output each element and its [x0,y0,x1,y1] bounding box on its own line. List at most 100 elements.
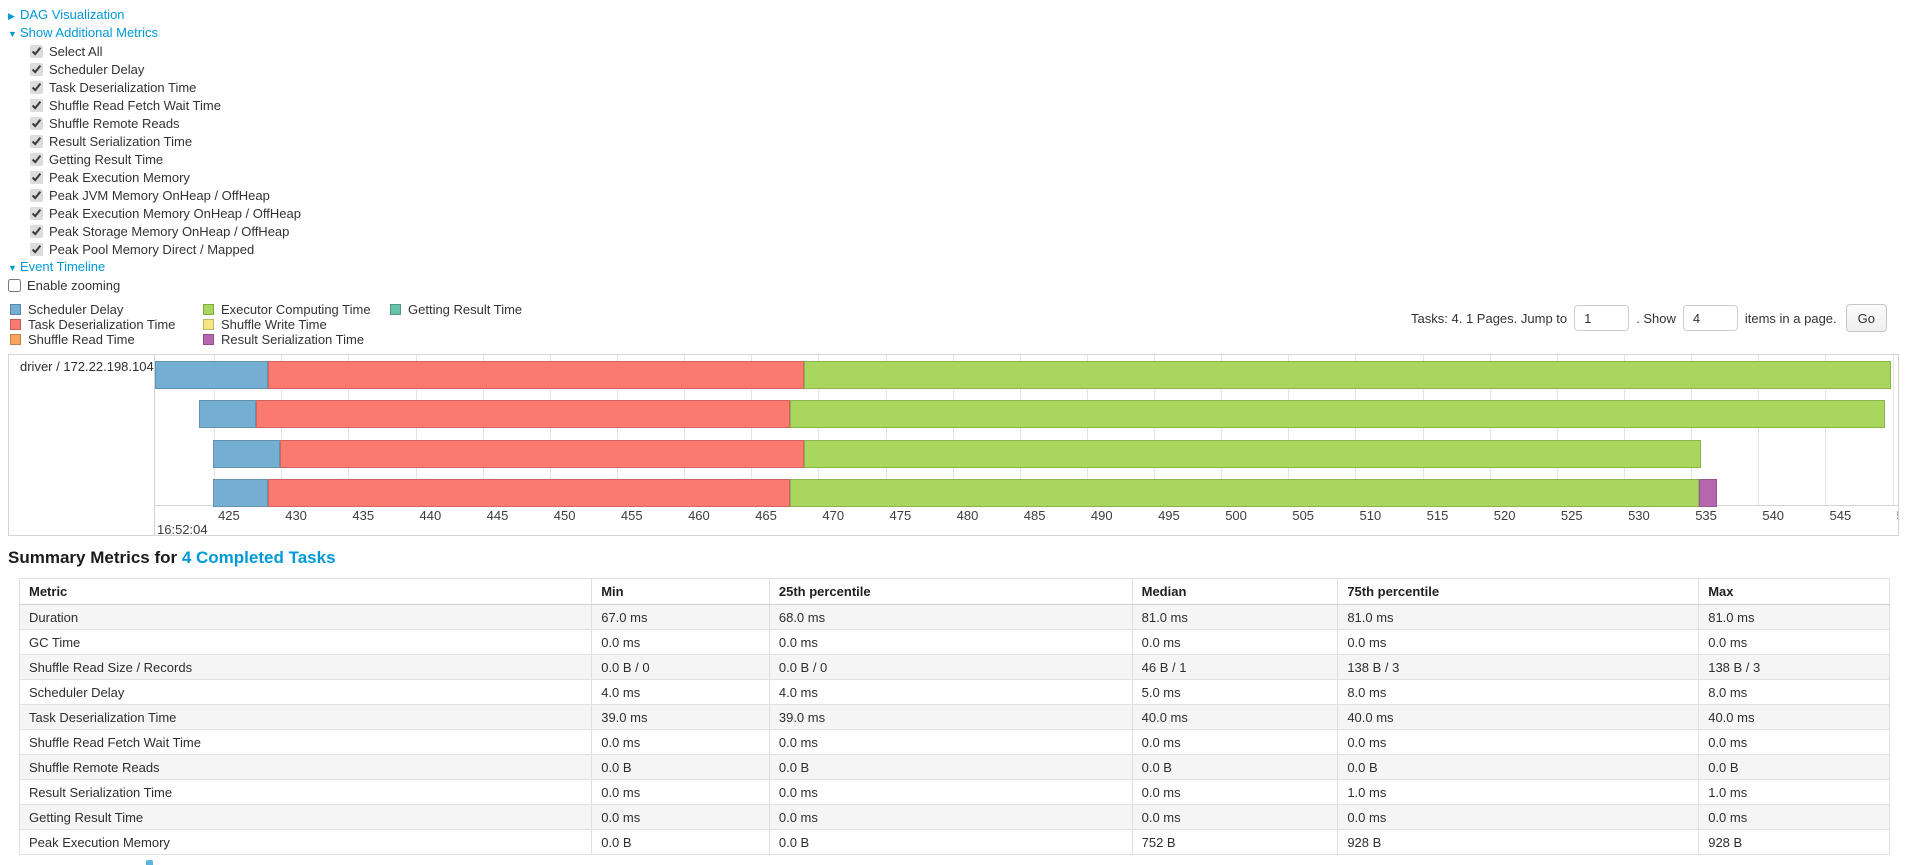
timeline-gridline [1086,355,1088,505]
metric-checkbox[interactable] [30,170,43,184]
table-header-cell: 25th percentile [768,578,1133,605]
metric-checkbox[interactable] [30,62,43,76]
metric-name-cell: Shuffle Remote Reads [18,754,593,780]
event-timeline-toggle[interactable]: ▼ Event Timeline [8,258,1907,276]
show-additional-metrics-toggle[interactable]: ▼ Show Additional Metrics [8,24,1907,42]
metric-checkbox-row[interactable]: Select All [30,42,1907,60]
enable-zooming-row[interactable]: Enable zooming [8,276,1907,294]
table-header-cell: Metric [18,578,593,605]
task-bar-executor_computing[interactable] [803,361,1892,389]
task-bar-task_deserialization[interactable] [279,440,804,468]
enable-zooming-label: Enable zooming [27,277,121,293]
legend-entry: Scheduler Delay [10,302,203,317]
metric-checkbox-label: Select All [49,43,103,59]
timeline-gridline [1758,355,1760,505]
metric-checkbox-row[interactable]: Shuffle Read Fetch Wait Time [30,96,1907,114]
pager-suffix-text: items in a page. [1744,310,1837,326]
event-timeline-link[interactable]: Event Timeline [20,259,106,274]
timeline-tick-label: 545 [1829,508,1852,523]
metric-checkbox[interactable] [30,44,43,58]
enable-zooming-checkbox[interactable] [8,278,21,292]
metric-value-cell: 81.0 ms [1337,604,1700,630]
metric-checkbox-row[interactable]: Shuffle Remote Reads [30,114,1907,132]
metric-checkbox-row[interactable]: Getting Result Time [30,150,1907,168]
jump-to-page-input[interactable] [1574,305,1630,331]
metric-value-cell: 0.0 B [591,754,770,780]
metric-checkbox[interactable] [30,134,43,148]
metric-value-cell: 46 B / 1 [1131,654,1339,680]
metric-checkbox-row[interactable]: Scheduler Delay [30,60,1907,78]
legend-entry-label: Getting Result Time [408,302,523,317]
metric-checkbox-label: Shuffle Read Fetch Wait Time [49,97,221,113]
metric-value-cell: 4.0 ms [591,679,770,705]
task-bar-task_deserialization[interactable] [267,361,804,389]
metric-checkbox-row[interactable]: Peak JVM Memory OnHeap / OffHeap [30,186,1907,204]
metric-checkbox[interactable] [30,98,43,112]
dag-visualization-toggle[interactable]: ▶ DAG Visualization [8,6,1907,24]
metric-value-cell: 4.0 ms [768,679,1133,705]
legend-entry-label: Shuffle Write Time [221,317,327,332]
result_serialization-swatch-icon [203,334,214,345]
timeline-gridline [348,355,350,505]
metric-checkbox[interactable] [30,242,43,256]
task-bar-task_deserialization[interactable] [255,400,791,428]
metric-value-cell: 1.0 ms [1698,779,1890,805]
legend-entry-label: Shuffle Read Time [28,332,135,347]
metric-checkbox[interactable] [30,206,43,220]
metric-checkbox[interactable] [30,224,43,238]
metric-checkbox-row[interactable]: Result Serialization Time [30,132,1907,150]
task-bar-executor_computing[interactable] [803,440,1701,468]
metric-checkbox-label: Peak Execution Memory [49,169,190,185]
metric-value-cell: 40.0 ms [1337,704,1700,730]
timeline-tick-label: 475 [889,508,912,523]
metric-checkbox[interactable] [30,116,43,130]
table-header-row: Metric Min 25th percentile Median 75th perce… [18,578,1890,605]
show-additional-metrics-link[interactable]: Show Additional Metrics [20,25,159,40]
metric-value-cell: 0.0 ms [591,729,770,755]
metric-value-cell: 0.0 ms [1131,804,1339,830]
timeline-gridline [616,355,618,505]
metric-value-cell: 0.0 ms [768,804,1133,830]
timeline-tick-label: 500 [1225,508,1247,523]
metric-value-cell: 0.0 ms [1131,729,1339,755]
task-bar-task_deserialization[interactable] [267,479,791,507]
completed-tasks-link[interactable]: 4 Completed Tasks [181,548,336,567]
timeline-gridline [1355,355,1357,505]
metric-checkbox-row[interactable]: Peak Execution Memory [30,168,1907,186]
task-bar-scheduler_delay[interactable] [199,400,256,428]
metric-checkbox[interactable] [30,188,43,202]
metric-value-cell: 81.0 ms [1131,604,1339,630]
metric-value-cell: 0.0 ms [768,779,1133,805]
metric-value-cell: 0.0 ms [1337,729,1700,755]
task-pager: Tasks: 4. 1 Pages. Jump to . Show items … [1408,302,1887,332]
task-bar-executor_computing[interactable] [790,479,1700,507]
legend-and-pager-band: Scheduler Delay Task Deserialization Time… [10,302,1887,347]
metric-name-cell: Task Deserialization Time [18,704,593,730]
metric-value-cell: 5.0 ms [1131,679,1339,705]
dag-visualization-link[interactable]: DAG Visualization [20,7,125,22]
caret-down-icon: ▼ [8,263,17,273]
metric-value-cell: 0.0 B [1698,754,1890,780]
items-per-page-input[interactable] [1682,305,1738,331]
task-bar-scheduler_delay[interactable] [212,440,280,468]
table-row: GC Time 0.0 ms 0.0 ms 0.0 ms 0.0 ms 0.0 ms [18,629,1890,655]
metric-checkbox-row[interactable]: Peak Pool Memory Direct / Mapped [30,240,1907,258]
timeline-tick-label: 485 [1023,508,1046,523]
metric-checkbox[interactable] [30,152,43,166]
task-bar-scheduler_delay[interactable] [155,361,268,389]
timeline-legend: Scheduler Delay Task Deserialization Time… [10,302,522,347]
metric-checkbox-row[interactable]: Peak Execution Memory OnHeap / OffHeap [30,204,1907,222]
metric-checkbox-row[interactable]: Task Deserialization Time [30,78,1907,96]
timeline-tick-label: 430 [285,508,307,523]
legend-entry: Executor Computing Time [203,302,390,317]
table-header-cell: Median [1131,578,1339,605]
task-bar-executor_computing[interactable] [790,400,1885,428]
go-button[interactable]: Go [1845,304,1887,332]
task-bar-result_serialization[interactable] [1699,479,1717,507]
timeline-group-label: driver / 172.22.198.104 [9,355,155,535]
metric-value-cell: 0.0 B [591,829,770,855]
metric-checkbox-row[interactable]: Peak Storage Memory OnHeap / OffHeap [30,222,1907,240]
timeline-tick-label: 450 [553,508,576,523]
task-bar-scheduler_delay[interactable] [212,479,268,507]
metric-checkbox[interactable] [30,80,43,94]
